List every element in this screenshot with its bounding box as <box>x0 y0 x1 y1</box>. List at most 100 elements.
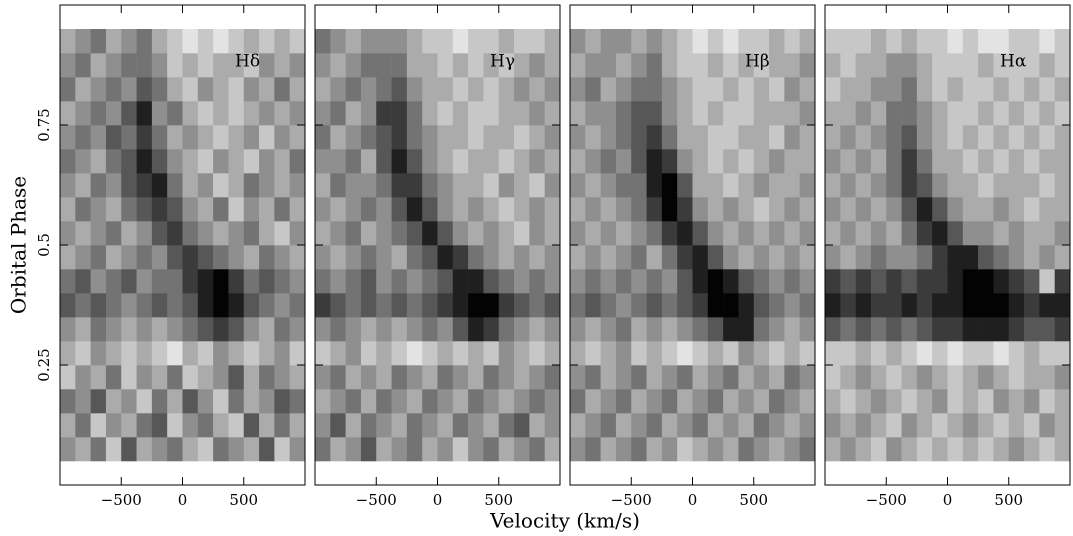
cell <box>570 245 586 270</box>
cell <box>585 317 601 342</box>
cell <box>600 317 617 342</box>
cell <box>916 77 933 102</box>
cell <box>646 365 663 390</box>
cell <box>646 293 663 318</box>
cell <box>570 77 586 102</box>
cell <box>978 101 994 126</box>
cell <box>723 29 739 54</box>
cell <box>707 221 724 246</box>
cell <box>677 101 693 126</box>
cell <box>799 101 816 126</box>
cell <box>289 317 306 342</box>
cell <box>932 341 948 366</box>
cell <box>136 269 153 294</box>
cell <box>228 245 245 270</box>
cell <box>901 125 918 150</box>
cell <box>514 269 530 294</box>
cell <box>289 293 306 318</box>
cell <box>825 221 841 246</box>
cell <box>136 221 153 246</box>
cell <box>360 341 377 366</box>
cell <box>529 101 545 126</box>
cell <box>962 365 979 390</box>
cell <box>901 293 918 318</box>
cell <box>769 101 785 126</box>
cell <box>468 53 484 78</box>
cell <box>514 341 530 366</box>
cell <box>753 29 770 54</box>
cell <box>570 317 586 342</box>
cell <box>136 149 153 174</box>
cell <box>406 221 423 246</box>
cell <box>105 317 122 342</box>
cell <box>692 269 709 294</box>
cell <box>978 173 994 198</box>
cell <box>840 125 856 150</box>
cell <box>391 173 408 198</box>
cell <box>825 293 841 318</box>
cell <box>993 293 1010 318</box>
cell <box>483 293 500 318</box>
cell <box>962 149 979 174</box>
cell <box>799 197 816 222</box>
cell <box>978 29 994 54</box>
cell <box>60 101 76 126</box>
cell <box>723 389 739 414</box>
cell <box>901 269 918 294</box>
cell <box>962 293 979 318</box>
cell <box>886 149 902 174</box>
cell <box>259 293 275 318</box>
cell <box>993 269 1010 294</box>
cell <box>947 77 964 102</box>
cell <box>121 77 137 102</box>
cell <box>799 221 816 246</box>
cell <box>167 413 183 438</box>
cell <box>661 245 678 270</box>
cell <box>840 389 856 414</box>
cell <box>738 149 755 174</box>
cell <box>529 413 545 438</box>
cell <box>840 317 856 342</box>
cell <box>978 197 994 222</box>
cell <box>228 101 245 126</box>
cell <box>707 53 724 78</box>
cell <box>707 317 724 342</box>
cell <box>452 437 469 462</box>
cell <box>615 197 632 222</box>
cell <box>962 77 979 102</box>
cell <box>228 365 245 390</box>
cell <box>452 173 469 198</box>
cell <box>886 437 902 462</box>
cell <box>213 53 229 78</box>
cell <box>167 77 183 102</box>
cell <box>677 53 693 78</box>
cell <box>182 317 199 342</box>
cell <box>855 173 872 198</box>
cell <box>993 341 1010 366</box>
cell <box>723 293 739 318</box>
cell <box>213 77 229 102</box>
cell <box>259 389 275 414</box>
cell <box>1024 269 1040 294</box>
cell <box>90 413 107 438</box>
cell <box>692 221 709 246</box>
cell <box>452 317 469 342</box>
cell <box>916 149 933 174</box>
cell <box>151 221 168 246</box>
cell <box>197 413 214 438</box>
cell <box>615 173 632 198</box>
cell <box>197 245 214 270</box>
cell <box>901 365 918 390</box>
cell <box>570 173 586 198</box>
cell <box>182 269 199 294</box>
cell <box>870 173 887 198</box>
cell <box>1008 413 1025 438</box>
cell <box>498 197 515 222</box>
cell <box>886 197 902 222</box>
cell <box>330 413 346 438</box>
cell <box>646 437 663 462</box>
panel: Hβ −500 0 500 <box>569 4 816 509</box>
cell <box>345 29 362 54</box>
cell <box>1008 317 1025 342</box>
cell <box>151 413 168 438</box>
